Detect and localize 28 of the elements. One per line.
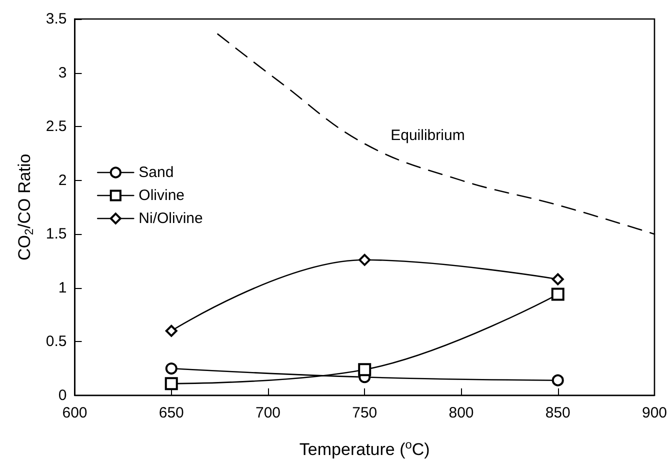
y-tick-label: 1.5	[46, 226, 67, 243]
x-tick-label: 650	[158, 404, 184, 422]
legend-label: Sand	[138, 164, 174, 181]
y-tick-label: 1	[58, 279, 67, 296]
x-tick-label: 850	[545, 404, 570, 422]
y-tick-label: 3	[58, 64, 67, 82]
point	[358, 254, 371, 266]
x-tick-label: 600	[62, 404, 88, 422]
x-tick-label: 800	[448, 404, 474, 422]
y-tick-label: 2	[58, 172, 67, 189]
point	[165, 324, 178, 337]
y-tick-label: 2.5	[46, 118, 67, 136]
x-tick-label: 700	[255, 404, 281, 422]
y-tick-label: 0	[58, 386, 67, 404]
point	[358, 363, 372, 376]
point	[165, 362, 178, 375]
y-tick-label: 0.5	[46, 333, 67, 350]
point	[551, 288, 564, 301]
point	[552, 273, 564, 286]
point	[552, 374, 564, 386]
series-label: Equilibrium	[390, 127, 465, 144]
y-axis-title: CO2/CO Ratio	[15, 154, 36, 261]
y-tick-label: 3.5	[46, 10, 67, 28]
x-tick-label: 750	[352, 404, 378, 422]
x-tick-label: 900	[642, 404, 667, 422]
legend-label: Ni/Olivine	[138, 210, 203, 227]
point	[164, 377, 178, 390]
legend-label: Olivine	[138, 187, 185, 204]
